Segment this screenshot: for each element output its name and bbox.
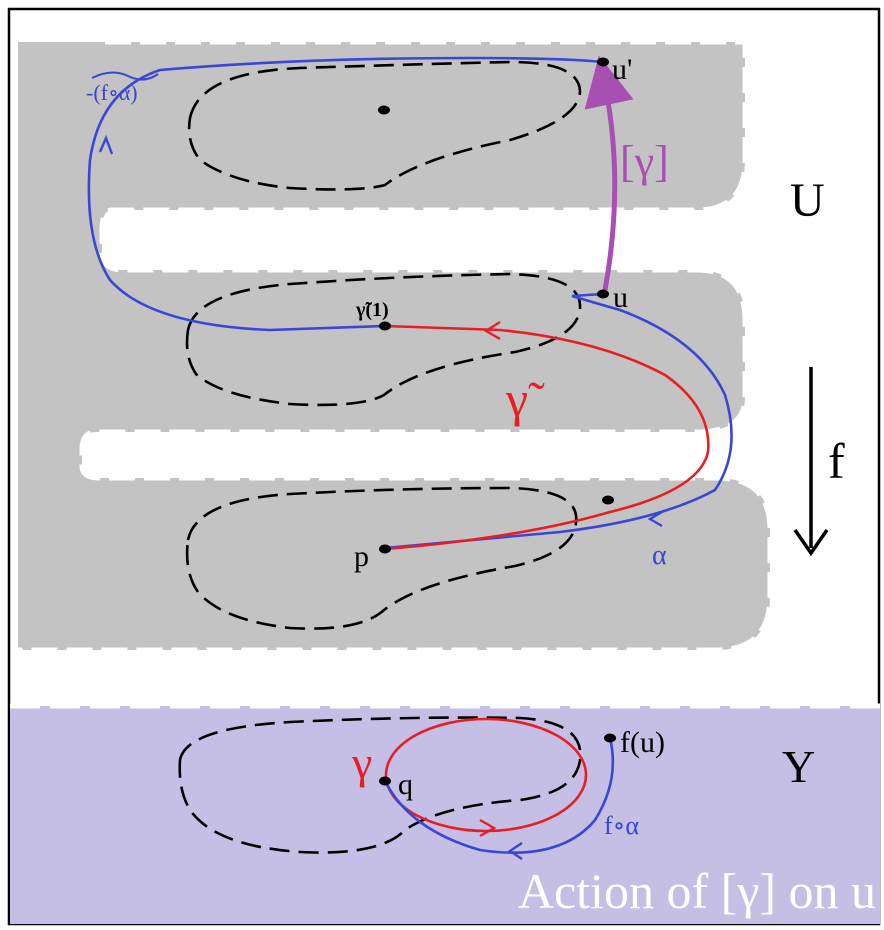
neighborhood-base [178,716,582,854]
arrowhead-gamma [479,818,497,838]
arrowhead-alpha [647,510,663,528]
path-f-alpha [383,737,615,854]
point-u [597,289,609,299]
point-gamma-tilde-1 [379,321,391,331]
arrowhead-neg-f-alpha [98,134,114,155]
path-neg-f-alpha-lift [87,56,604,332]
Y-base-region [10,706,880,924]
neighborhood-top [187,60,582,191]
neighborhood-lower [185,486,578,630]
label-neg-f-alpha-tilde: -(f∘α) [86,80,138,105]
label-f-u: f(u) [620,726,665,759]
sheet-neighborhoods [178,60,582,854]
path-alpha [384,292,733,550]
point-f-u [604,733,616,743]
caption-text: Action of [γ] on u [518,863,876,919]
point-top-sheet [378,105,390,115]
point-q [379,776,391,786]
label-p: p [354,540,369,573]
point-p [379,544,391,554]
label-gamma-class: [γ] [620,137,669,186]
point-u-prime [597,57,609,67]
label-gamma: γ [351,737,372,788]
neighborhood-middle [185,272,582,407]
path-gamma-tilde [384,324,710,551]
label-u-prime: u' [612,53,632,86]
label-f: f [828,433,845,489]
label-Y: Y [782,741,815,792]
label-U: U [790,174,825,227]
label-f-alpha: f∘α [604,811,639,840]
loop-gamma [384,717,588,833]
arrow-gamma-class [584,55,634,291]
label-q: q [398,768,413,801]
label-alpha: α [652,540,667,571]
tilde-mark-neg-f-alpha [91,71,159,81]
arrowhead-f-alpha [507,842,523,860]
projection-arrowhead [793,529,829,557]
arrowhead-gamma-tilde [483,320,501,341]
point-lower-sheet [602,495,614,505]
label-gamma-tilde-1: γ̃(1) [355,299,389,321]
points [378,57,616,786]
U-covering-region [18,39,773,653]
label-u: u [613,281,628,314]
